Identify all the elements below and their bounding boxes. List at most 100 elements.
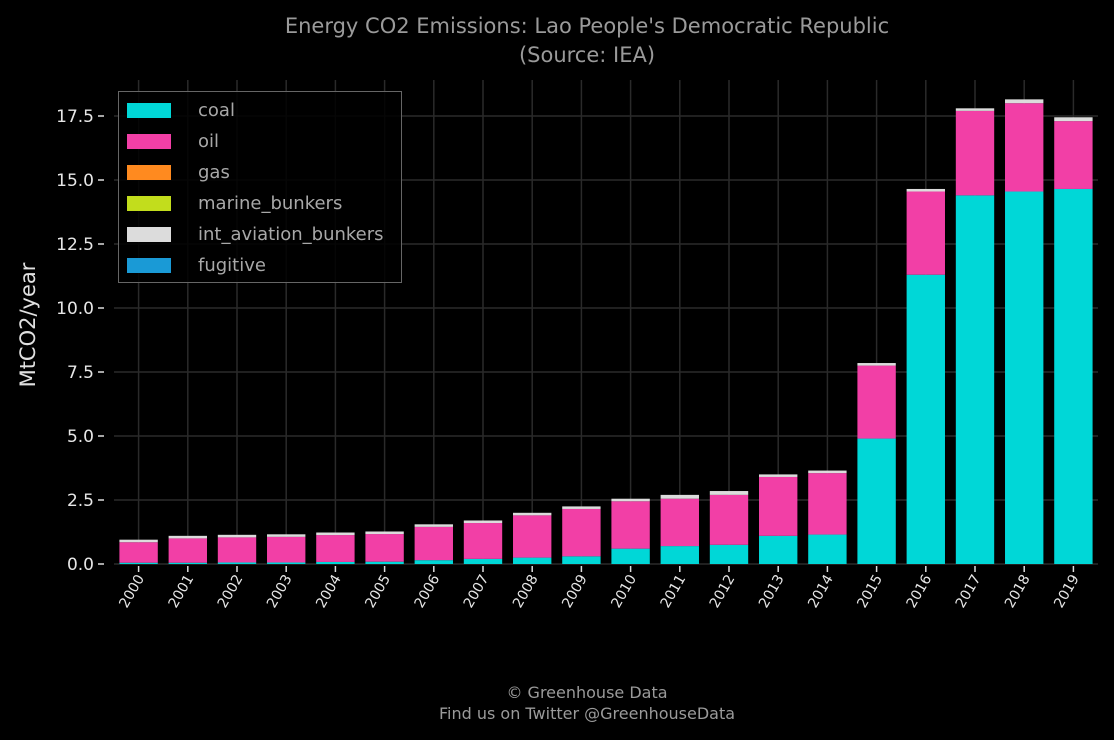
- bar-int_aviation_bunkers-2006: [414, 524, 453, 527]
- y-tick-label: 5.0: [67, 427, 94, 447]
- bar-int_aviation_bunkers-2015: [857, 363, 896, 366]
- y-tick-label: 15.0: [56, 171, 94, 191]
- bar-oil-2017: [955, 110, 995, 196]
- bar-int_aviation_bunkers-2016: [906, 188, 945, 192]
- bar-coal-2008: [513, 557, 552, 564]
- bar-oil-2006: [414, 526, 453, 561]
- bar-oil-2000: [119, 542, 158, 563]
- legend-item-marine_bunkers: marine_bunkers: [127, 191, 342, 215]
- bar-int_aviation_bunkers-2010: [611, 498, 650, 502]
- x-tick-label: 2001: [166, 572, 198, 611]
- y-axis-ticks: 0.0 2.5 5.0 7.5 10.0 12.5 15.0 17.5: [56, 107, 104, 575]
- bar-coal-2013: [759, 535, 798, 564]
- bar-int_aviation_bunkers-2003: [267, 534, 306, 537]
- legend-swatch: [127, 164, 171, 180]
- bar-oil-2019: [1054, 121, 1093, 189]
- x-tick-label: 2011: [658, 572, 690, 611]
- bar-int_aviation_bunkers-2017: [955, 108, 995, 111]
- bar-int_aviation_bunkers-2011: [660, 494, 699, 499]
- bar-coal-2018: [1005, 191, 1044, 564]
- x-tick-label: 2004: [313, 572, 345, 611]
- y-tick-label: 12.5: [56, 235, 94, 255]
- legend: coal oil gas marine_bunkers int_aviation_bun…: [118, 91, 402, 283]
- legend-item-gas: gas: [127, 160, 230, 184]
- x-tick-label: 2005: [362, 572, 394, 611]
- bar-oil-2012: [709, 494, 749, 545]
- bar-int_aviation_bunkers-2002: [217, 534, 257, 538]
- x-tick-label: 2010: [608, 572, 640, 611]
- x-tick-label: 2017: [953, 572, 985, 611]
- bar-int_aviation_bunkers-2008: [513, 512, 552, 516]
- y-tick-label: 7.5: [67, 363, 94, 383]
- bar-coal-2001: [168, 562, 207, 564]
- bar-int_aviation_bunkers-2005: [365, 531, 404, 535]
- bar-oil-2001: [168, 538, 207, 563]
- x-tick-label: 2006: [412, 572, 444, 611]
- chart-title: Energy CO2 Emissions: Lao People's Democ…: [284, 14, 890, 38]
- x-tick-label: 2018: [1002, 572, 1034, 611]
- y-tick-label: 0.0: [67, 555, 94, 575]
- bar-oil-2014: [808, 473, 847, 535]
- bar-oil-2005: [365, 534, 404, 562]
- bar-oil-2016: [906, 191, 945, 275]
- bar-oil-2010: [611, 501, 650, 549]
- x-tick-label: 2013: [756, 572, 788, 611]
- x-tick-label: 2009: [559, 572, 591, 611]
- bar-coal-2005: [365, 561, 404, 564]
- legend-item-fugitive: fugitive: [127, 253, 266, 277]
- bar-oil-2013: [759, 476, 798, 536]
- footer-twitter: Find us on Twitter @GreenhouseData: [438, 704, 736, 723]
- x-tick-label: 2002: [215, 572, 247, 611]
- x-tick-label: 2003: [264, 572, 296, 611]
- legend-label: marine_bunkers: [198, 192, 343, 214]
- legend-swatch: [127, 102, 171, 118]
- bar-coal-2006: [414, 560, 453, 564]
- bar-oil-2015: [857, 365, 896, 439]
- y-tick-label: 17.5: [56, 107, 94, 127]
- bar-coal-2003: [267, 562, 306, 564]
- x-tick-label: 2016: [904, 572, 936, 611]
- x-tick-label: 2008: [510, 572, 542, 611]
- x-tick-label: 2007: [461, 572, 493, 611]
- bar-int_aviation_bunkers-2000: [119, 539, 158, 543]
- chart-subtitle: (Source: IEA): [518, 43, 656, 67]
- legend-label: oil: [198, 130, 220, 152]
- bar-int_aviation_bunkers-2018: [1005, 99, 1044, 104]
- y-axis-label: MtCO2/year: [16, 262, 40, 388]
- x-tick-label: 2012: [707, 572, 739, 611]
- legend-label: coal: [198, 99, 235, 121]
- bar-int_aviation_bunkers-2001: [168, 535, 207, 539]
- x-tick-label: 2019: [1051, 572, 1083, 611]
- y-tick-label: 2.5: [67, 491, 94, 511]
- bar-coal-2019: [1054, 188, 1093, 564]
- x-axis-ticks: 2000 2001 2002 2003 2004 2005 2006 2007 2008 2009…: [116, 566, 1083, 611]
- bar-coal-2016: [906, 274, 945, 564]
- bar-int_aviation_bunkers-2014: [808, 470, 847, 474]
- bar-oil-2018: [1005, 103, 1044, 192]
- bar-oil-2011: [660, 498, 699, 547]
- bar-coal-2011: [660, 546, 699, 564]
- legend-label: gas: [198, 161, 230, 183]
- bar-coal-2007: [463, 558, 503, 564]
- bar-coal-2012: [709, 544, 749, 564]
- bar-oil-2008: [513, 515, 552, 558]
- bar-group: [119, 99, 1093, 565]
- legend-label: int_aviation_bunkers: [198, 223, 384, 245]
- bar-coal-2002: [217, 562, 257, 564]
- bar-coal-2017: [955, 195, 995, 565]
- bar-int_aviation_bunkers-2019: [1054, 117, 1093, 122]
- bar-int_aviation_bunkers-2012: [709, 491, 749, 495]
- bar-oil-2002: [217, 537, 257, 563]
- footer-copyright: © Greenhouse Data: [506, 683, 668, 702]
- bar-int_aviation_bunkers-2013: [759, 474, 798, 477]
- x-tick-label: 2015: [854, 572, 886, 611]
- x-tick-label: 2000: [116, 572, 148, 611]
- y-tick-label: 10.0: [56, 299, 94, 319]
- legend-item-oil: oil: [127, 129, 219, 153]
- legend-label: fugitive: [198, 254, 266, 276]
- legend-swatch: [127, 257, 171, 273]
- bar-int_aviation_bunkers-2007: [463, 520, 503, 524]
- bar-oil-2009: [562, 508, 601, 557]
- bar-coal-2009: [562, 556, 601, 564]
- bar-coal-2010: [611, 548, 650, 564]
